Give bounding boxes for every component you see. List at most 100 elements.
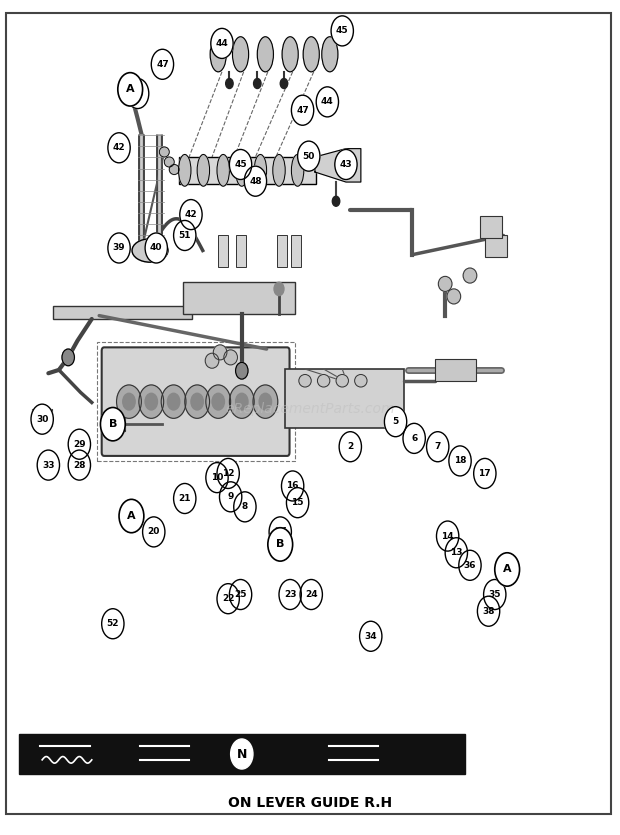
Ellipse shape	[447, 289, 461, 304]
Circle shape	[332, 196, 340, 206]
Circle shape	[449, 446, 471, 476]
Circle shape	[339, 432, 361, 462]
Circle shape	[280, 78, 288, 89]
Text: 43: 43	[340, 160, 352, 169]
Circle shape	[108, 233, 130, 263]
Text: 52: 52	[107, 620, 119, 628]
Text: N: N	[237, 747, 247, 761]
Text: 38: 38	[482, 607, 495, 615]
Circle shape	[274, 282, 284, 296]
Text: 34: 34	[365, 632, 377, 640]
Circle shape	[117, 385, 141, 418]
Ellipse shape	[257, 37, 273, 72]
Circle shape	[335, 149, 357, 180]
Text: 6: 6	[411, 434, 417, 443]
Circle shape	[62, 349, 74, 366]
Text: eReplacementParts.com: eReplacementParts.com	[225, 402, 395, 416]
Ellipse shape	[355, 374, 367, 387]
Circle shape	[191, 393, 203, 410]
Text: 13: 13	[450, 549, 463, 557]
Circle shape	[180, 200, 202, 230]
Text: 2: 2	[347, 443, 353, 451]
Circle shape	[145, 393, 157, 410]
Circle shape	[495, 553, 520, 586]
Bar	[107, 418, 125, 431]
Bar	[291, 235, 301, 267]
Circle shape	[279, 579, 301, 610]
Text: 9: 9	[228, 493, 234, 501]
Circle shape	[123, 393, 135, 410]
Circle shape	[253, 385, 278, 418]
Ellipse shape	[303, 37, 319, 72]
Text: 16: 16	[286, 482, 299, 490]
Text: 25: 25	[234, 590, 247, 599]
Text: 15: 15	[291, 498, 304, 507]
Circle shape	[259, 393, 272, 410]
Circle shape	[300, 579, 322, 610]
Circle shape	[331, 16, 353, 46]
Text: 5: 5	[392, 418, 399, 426]
Ellipse shape	[291, 154, 304, 186]
Circle shape	[185, 385, 210, 418]
Polygon shape	[315, 149, 361, 182]
Circle shape	[384, 407, 407, 437]
Text: 45: 45	[234, 160, 247, 169]
Circle shape	[206, 385, 231, 418]
Bar	[236, 235, 246, 267]
Circle shape	[217, 584, 239, 614]
Circle shape	[281, 471, 304, 501]
Text: 29: 29	[73, 440, 86, 448]
Bar	[179, 157, 316, 184]
Text: 30: 30	[36, 415, 48, 423]
Circle shape	[161, 385, 186, 418]
Text: 42: 42	[113, 144, 125, 152]
Bar	[485, 235, 507, 257]
Text: 22: 22	[222, 595, 234, 603]
Circle shape	[143, 517, 165, 547]
Circle shape	[291, 95, 314, 125]
Circle shape	[226, 78, 233, 89]
Text: 50: 50	[303, 152, 315, 160]
Circle shape	[234, 492, 256, 522]
Text: 7: 7	[435, 443, 441, 451]
Circle shape	[474, 458, 496, 488]
Text: 23: 23	[284, 590, 296, 599]
Circle shape	[229, 579, 252, 610]
Circle shape	[68, 450, 91, 480]
Text: 45: 45	[336, 27, 348, 35]
Ellipse shape	[217, 154, 229, 186]
Ellipse shape	[273, 154, 285, 186]
Ellipse shape	[213, 345, 227, 360]
Text: B: B	[108, 419, 117, 429]
Bar	[435, 359, 476, 381]
Text: 51: 51	[179, 231, 191, 240]
Circle shape	[174, 483, 196, 514]
Circle shape	[151, 49, 174, 79]
Circle shape	[244, 166, 267, 196]
Circle shape	[100, 407, 125, 441]
Text: 48: 48	[249, 177, 262, 185]
Circle shape	[108, 133, 130, 163]
Circle shape	[229, 385, 254, 418]
Circle shape	[231, 739, 253, 769]
Text: 40: 40	[150, 244, 162, 252]
Text: B: B	[276, 539, 285, 549]
Ellipse shape	[205, 353, 219, 368]
Text: 18: 18	[454, 457, 466, 465]
Circle shape	[37, 450, 60, 480]
Bar	[277, 235, 287, 267]
Circle shape	[286, 488, 309, 518]
Ellipse shape	[159, 147, 169, 157]
Circle shape	[139, 385, 164, 418]
Text: 21: 21	[179, 494, 191, 503]
Text: 24: 24	[305, 590, 317, 599]
Ellipse shape	[210, 37, 226, 72]
Circle shape	[211, 28, 233, 58]
Circle shape	[459, 550, 481, 580]
Text: 47: 47	[296, 106, 309, 114]
Circle shape	[445, 538, 467, 568]
Text: 20: 20	[148, 528, 160, 536]
Bar	[32, 409, 52, 426]
Circle shape	[212, 393, 224, 410]
FancyBboxPatch shape	[102, 347, 290, 456]
